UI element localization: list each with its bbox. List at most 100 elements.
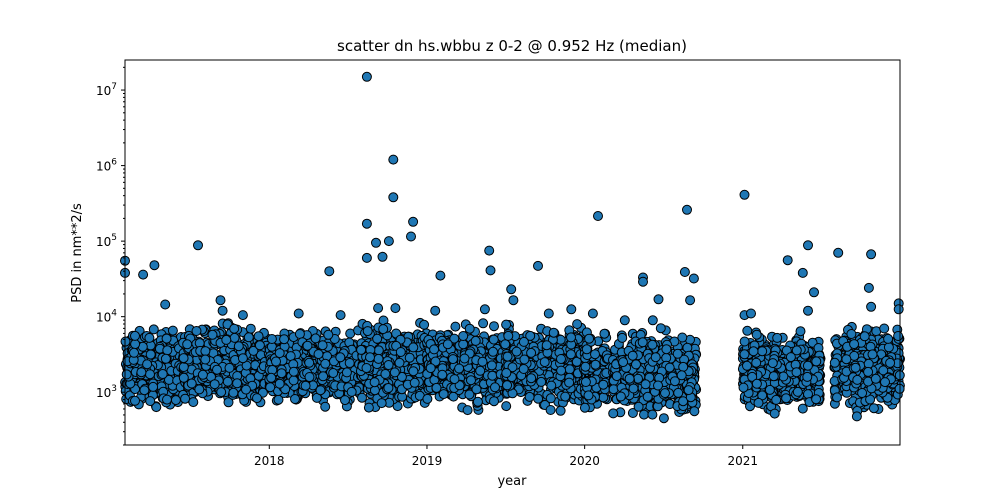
data-point <box>188 397 199 408</box>
data-point <box>772 332 783 343</box>
data-point <box>290 394 300 404</box>
data-point <box>501 319 512 330</box>
data-point <box>471 384 482 395</box>
data-point <box>224 362 235 373</box>
data-point <box>209 379 220 390</box>
data-point <box>560 391 571 402</box>
data-point <box>526 373 537 384</box>
data-point <box>232 378 243 389</box>
data-point <box>511 346 522 357</box>
data-point <box>590 349 600 360</box>
data-point <box>541 340 552 351</box>
data-point <box>664 362 675 373</box>
data-point <box>502 351 513 362</box>
data-point <box>518 336 529 347</box>
data-point <box>678 361 689 372</box>
data-point <box>751 357 762 368</box>
data-point <box>148 324 159 335</box>
data-point <box>802 371 813 382</box>
data-point <box>212 364 222 375</box>
data-point <box>383 360 394 370</box>
data-point <box>129 347 139 358</box>
data-point <box>811 356 822 367</box>
data-point <box>640 379 651 390</box>
data-point <box>323 329 334 340</box>
data-point <box>501 368 512 378</box>
data-point <box>572 319 583 330</box>
data-point <box>422 393 433 404</box>
data-point <box>791 345 802 356</box>
data-point <box>197 369 208 380</box>
data-point <box>389 367 400 378</box>
data-point <box>618 357 629 368</box>
data-point <box>795 326 806 337</box>
data-point <box>151 402 162 413</box>
data-point <box>394 357 405 368</box>
data-point <box>475 365 486 376</box>
data-point <box>340 395 350 406</box>
data-point <box>408 366 419 377</box>
data-point <box>682 342 693 353</box>
data-point <box>672 348 683 359</box>
data-point <box>486 360 497 371</box>
data-point <box>335 352 346 363</box>
data-point <box>811 394 822 405</box>
data-point <box>771 394 782 405</box>
data-point <box>372 333 383 344</box>
data-point <box>361 363 372 373</box>
data-point <box>237 353 248 364</box>
data-point <box>376 398 387 409</box>
data-point <box>658 413 669 424</box>
data-point <box>265 382 276 393</box>
data-point <box>419 319 430 330</box>
data-point <box>477 356 488 367</box>
data-point <box>222 376 233 387</box>
data-point <box>689 406 700 417</box>
data-point <box>191 326 202 336</box>
data-point <box>207 329 218 340</box>
data-point <box>248 345 259 356</box>
data-point <box>536 376 547 387</box>
data-point <box>608 408 619 419</box>
data-point <box>178 353 189 364</box>
data-point <box>464 323 475 334</box>
data-point <box>145 396 156 407</box>
data-point <box>304 357 315 368</box>
chart-title: scatter dn hs.wbbu z 0-2 @ 0.952 Hz (med… <box>337 37 687 55</box>
data-point <box>584 333 595 344</box>
data-point <box>373 353 384 364</box>
data-point <box>579 402 590 413</box>
data-point <box>660 388 670 399</box>
data-point <box>274 378 285 389</box>
data-point <box>768 371 779 382</box>
data-point <box>161 333 172 344</box>
data-point <box>546 380 557 391</box>
data-point <box>266 372 277 383</box>
data-point <box>458 331 469 341</box>
data-point <box>599 328 610 339</box>
data-point <box>121 369 132 380</box>
data-point <box>501 401 512 412</box>
data-point <box>341 367 352 378</box>
data-point <box>288 375 299 386</box>
data-point <box>380 369 391 379</box>
data-point <box>313 349 324 360</box>
data-point <box>243 332 254 343</box>
data-point <box>315 385 326 396</box>
data-point <box>583 390 594 401</box>
data-point <box>346 386 357 397</box>
data-point <box>395 347 406 357</box>
data-point <box>466 375 476 386</box>
data-point <box>519 354 530 365</box>
data-point <box>764 384 775 395</box>
data-point <box>615 391 626 402</box>
data-point <box>548 327 559 338</box>
data-point <box>228 387 239 398</box>
data-point <box>462 405 473 416</box>
data-point <box>767 358 778 369</box>
data-point <box>802 360 813 371</box>
data-point <box>556 365 567 376</box>
data-point <box>639 409 649 420</box>
data-point <box>490 382 500 393</box>
